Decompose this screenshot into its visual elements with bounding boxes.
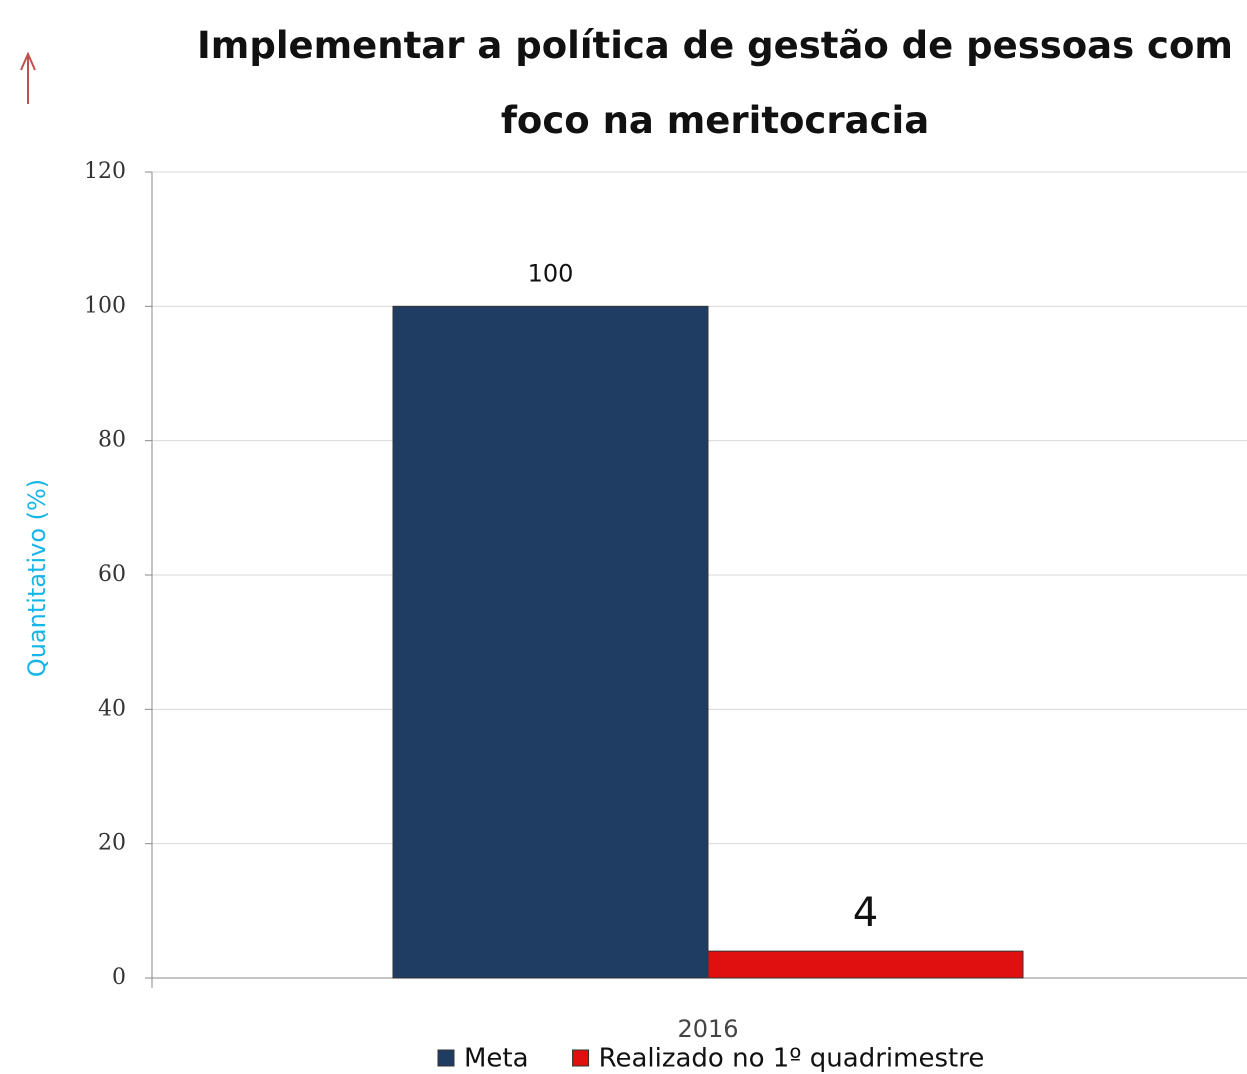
chart-title: Implementar a política de gestão de pess… <box>197 24 1233 142</box>
y-tick-label: 120 <box>84 159 126 184</box>
legend-swatch <box>437 1049 455 1067</box>
y-tick-label: 60 <box>98 562 126 587</box>
legend-swatch <box>572 1049 590 1067</box>
y-tick-label: 100 <box>84 293 126 318</box>
y-tick-label: 0 <box>112 965 126 990</box>
bar <box>392 305 709 979</box>
x-tick-label: 2016 <box>677 1015 738 1043</box>
y-axis-label: Quantitativo (%) <box>23 479 51 677</box>
arrow-head <box>20 51 36 71</box>
data-label: 100 <box>528 259 574 287</box>
legend-label: Meta <box>464 1044 529 1074</box>
bar <box>707 950 1024 979</box>
y-tick-label: 80 <box>98 428 126 453</box>
legend-label: Realizado no 1º quadrimestre <box>599 1044 985 1074</box>
y-tick-label: 40 <box>98 696 126 721</box>
data-label: 4 <box>853 890 878 936</box>
y-tick-label: 20 <box>98 831 126 856</box>
